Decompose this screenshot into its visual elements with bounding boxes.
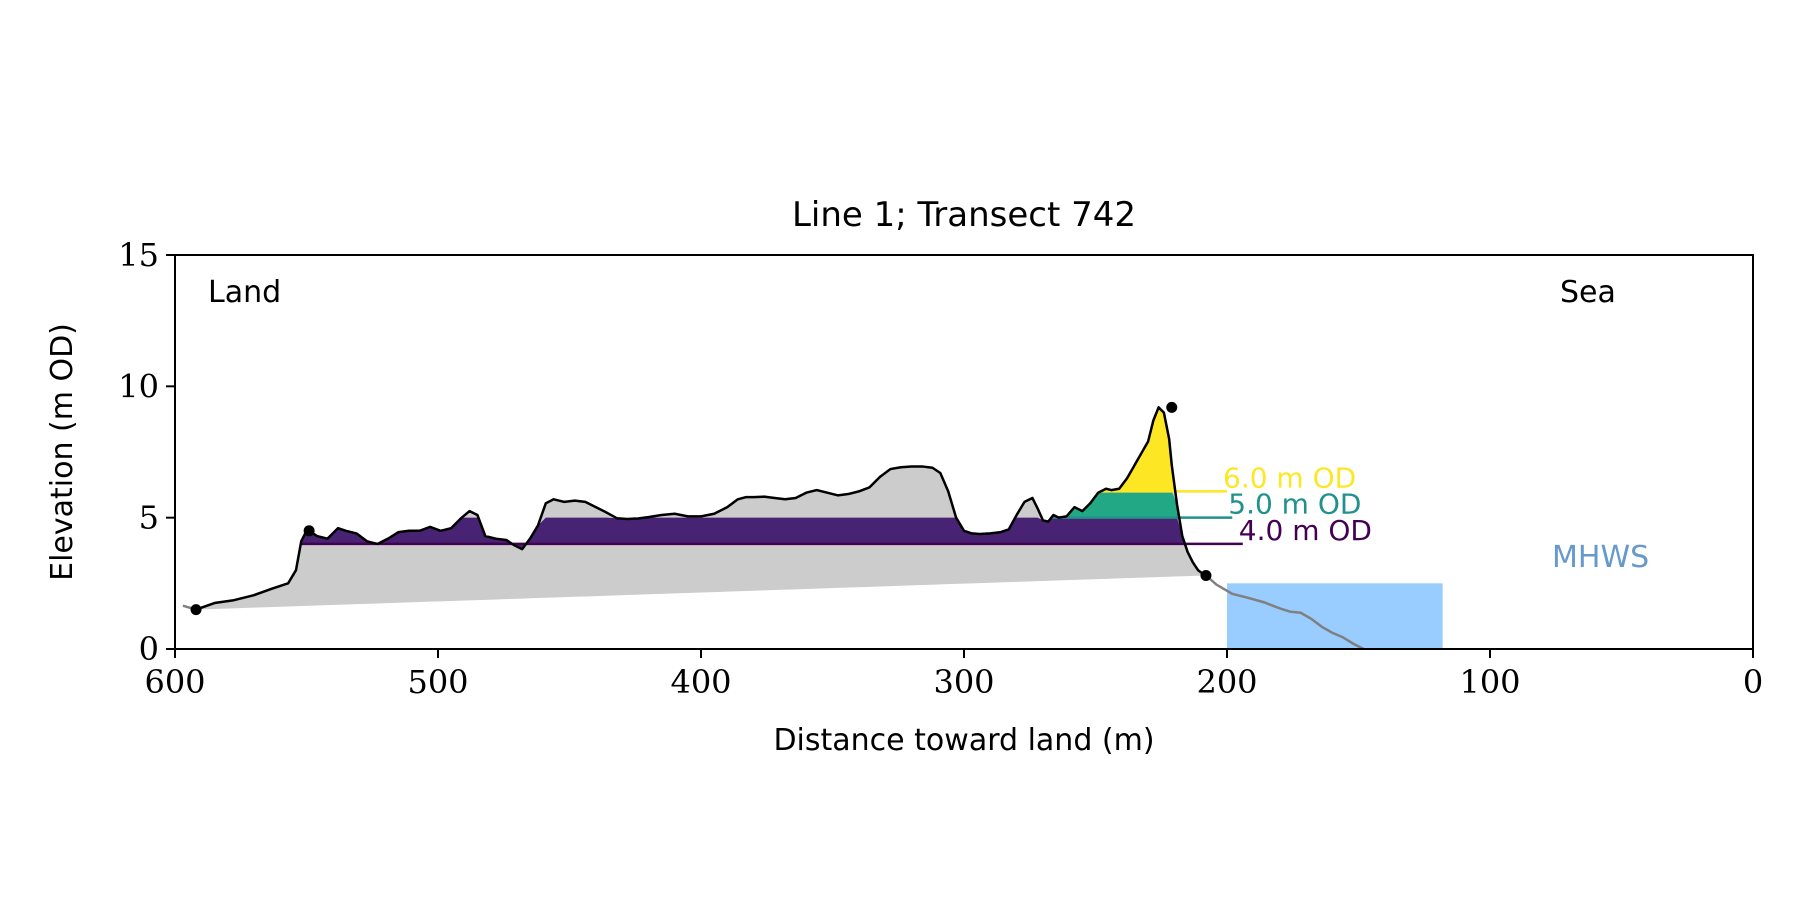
profile-marker (303, 525, 315, 537)
y-axis-label: Elevation (m OD) (45, 323, 80, 581)
level-label: 4.0 m OD (1239, 514, 1372, 547)
level-fill (1100, 407, 1176, 492)
profile-marker (1166, 401, 1178, 413)
y-tick-label: 5 (139, 499, 159, 537)
profile-line (195, 406, 1207, 611)
chart-title: Line 1; Transect 742 (792, 195, 1136, 235)
plot-fills (196, 407, 1443, 649)
x-tick-label: 500 (407, 663, 468, 701)
mhws-label: MHWS (1552, 540, 1649, 575)
axis-ticks: 600 500 400 300 200 100 0 0 5 10 15 (118, 236, 1763, 701)
level-fill (300, 517, 1185, 550)
x-tick-label: 200 (1196, 663, 1257, 701)
y-tick-label: 10 (118, 367, 159, 405)
profile-marker (1200, 569, 1212, 581)
base-fill (196, 407, 1206, 610)
series-labels: 6.0 m OD5.0 m OD4.0 m OD (1223, 461, 1372, 547)
x-tick-label: 400 (670, 663, 731, 701)
x-tick-label: 600 (144, 663, 205, 701)
profile-marker (190, 604, 202, 616)
level-label: 6.0 m OD (1223, 461, 1356, 494)
mhws-area (1227, 583, 1443, 649)
x-tick-label: 300 (933, 663, 994, 701)
y-tick-label: 15 (118, 236, 159, 274)
land-annotation: Land (208, 275, 281, 310)
y-tick-label: 0 (139, 630, 159, 668)
x-axis-label: Distance toward land (m) (773, 723, 1154, 758)
offshore-profile (1205, 574, 1365, 651)
level-fill (1051, 491, 1180, 518)
x-tick-label: 0 (1743, 663, 1763, 701)
x-tick-label: 100 (1459, 663, 1520, 701)
sea-annotation: Sea (1560, 275, 1616, 310)
plot-markers (190, 401, 1212, 616)
level-label: 5.0 m OD (1228, 488, 1361, 521)
